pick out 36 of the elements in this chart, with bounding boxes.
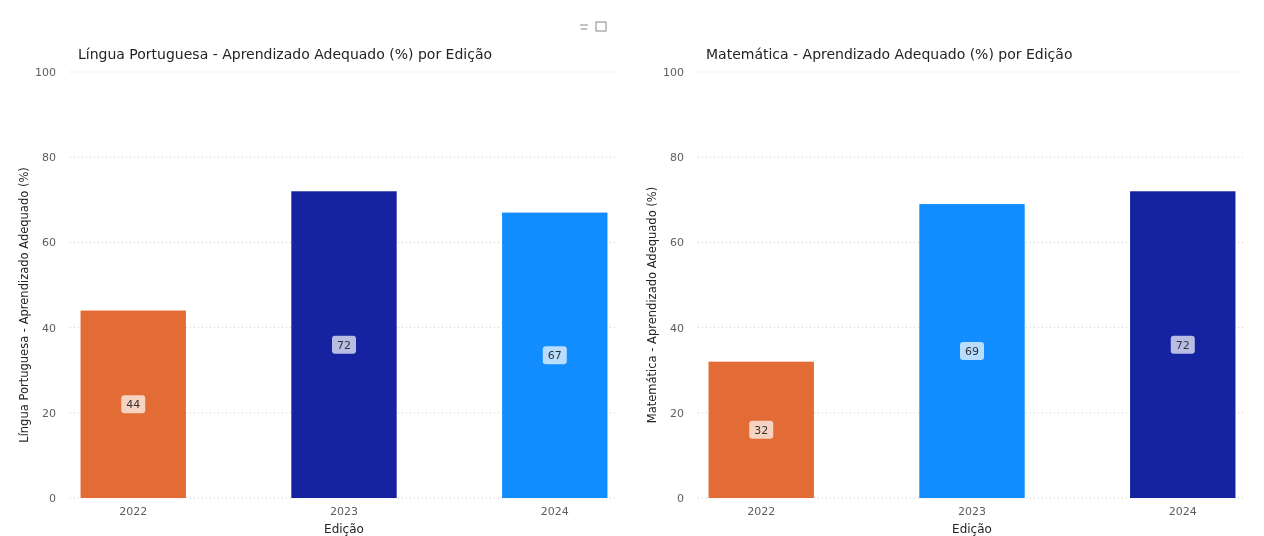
y-tick-label: 20 <box>670 406 684 420</box>
y-tick-label: 100 <box>663 66 684 79</box>
x-tick-label: 2024 <box>1168 505 1197 518</box>
bar <box>502 212 608 498</box>
y-tick-label: 40 <box>670 321 684 335</box>
x-tick-label: 2023 <box>958 505 986 518</box>
x-axis-title: Edição <box>952 522 992 536</box>
y-axis-title: Matemática - Aprendizado Adequado (%) <box>645 186 659 424</box>
chart-title: Língua Portuguesa - Aprendizado Adequado (%) por Edição <box>78 46 493 62</box>
y-tick-label: 100 <box>35 66 56 79</box>
x-axis-title: Edição <box>324 522 364 536</box>
y-tick-label: 80 <box>670 151 684 165</box>
bar <box>291 191 397 498</box>
y-tick-label: 0 <box>49 492 56 505</box>
x-tick-label: 2022 <box>747 505 776 518</box>
y-tick-label: 40 <box>42 321 56 335</box>
y-tick-label: 0 <box>677 492 684 505</box>
y-tick-label: 60 <box>42 236 56 250</box>
data-label: 72 <box>1175 338 1190 352</box>
data-label: 72 <box>337 338 351 352</box>
bar <box>80 310 186 498</box>
data-label: 32 <box>754 423 769 437</box>
y-tick-label: 20 <box>42 406 56 420</box>
data-label: 44 <box>126 398 141 412</box>
y-tick-label: 60 <box>670 236 684 250</box>
x-tick-label: 2022 <box>119 505 148 518</box>
y-axis-title: Língua Portuguesa - Aprendizado Adequado (%) <box>17 167 31 443</box>
y-tick-label: 80 <box>42 151 56 165</box>
data-label: 67 <box>547 349 562 363</box>
x-tick-label: 2023 <box>330 505 358 518</box>
bar <box>919 204 1025 498</box>
bar <box>1130 191 1236 498</box>
data-label: 69 <box>965 345 979 359</box>
x-tick-label: 2024 <box>540 505 569 518</box>
chart-title: Matemática - Aprendizado Adequado (%) por Edição <box>706 46 1073 62</box>
bar <box>708 361 814 498</box>
